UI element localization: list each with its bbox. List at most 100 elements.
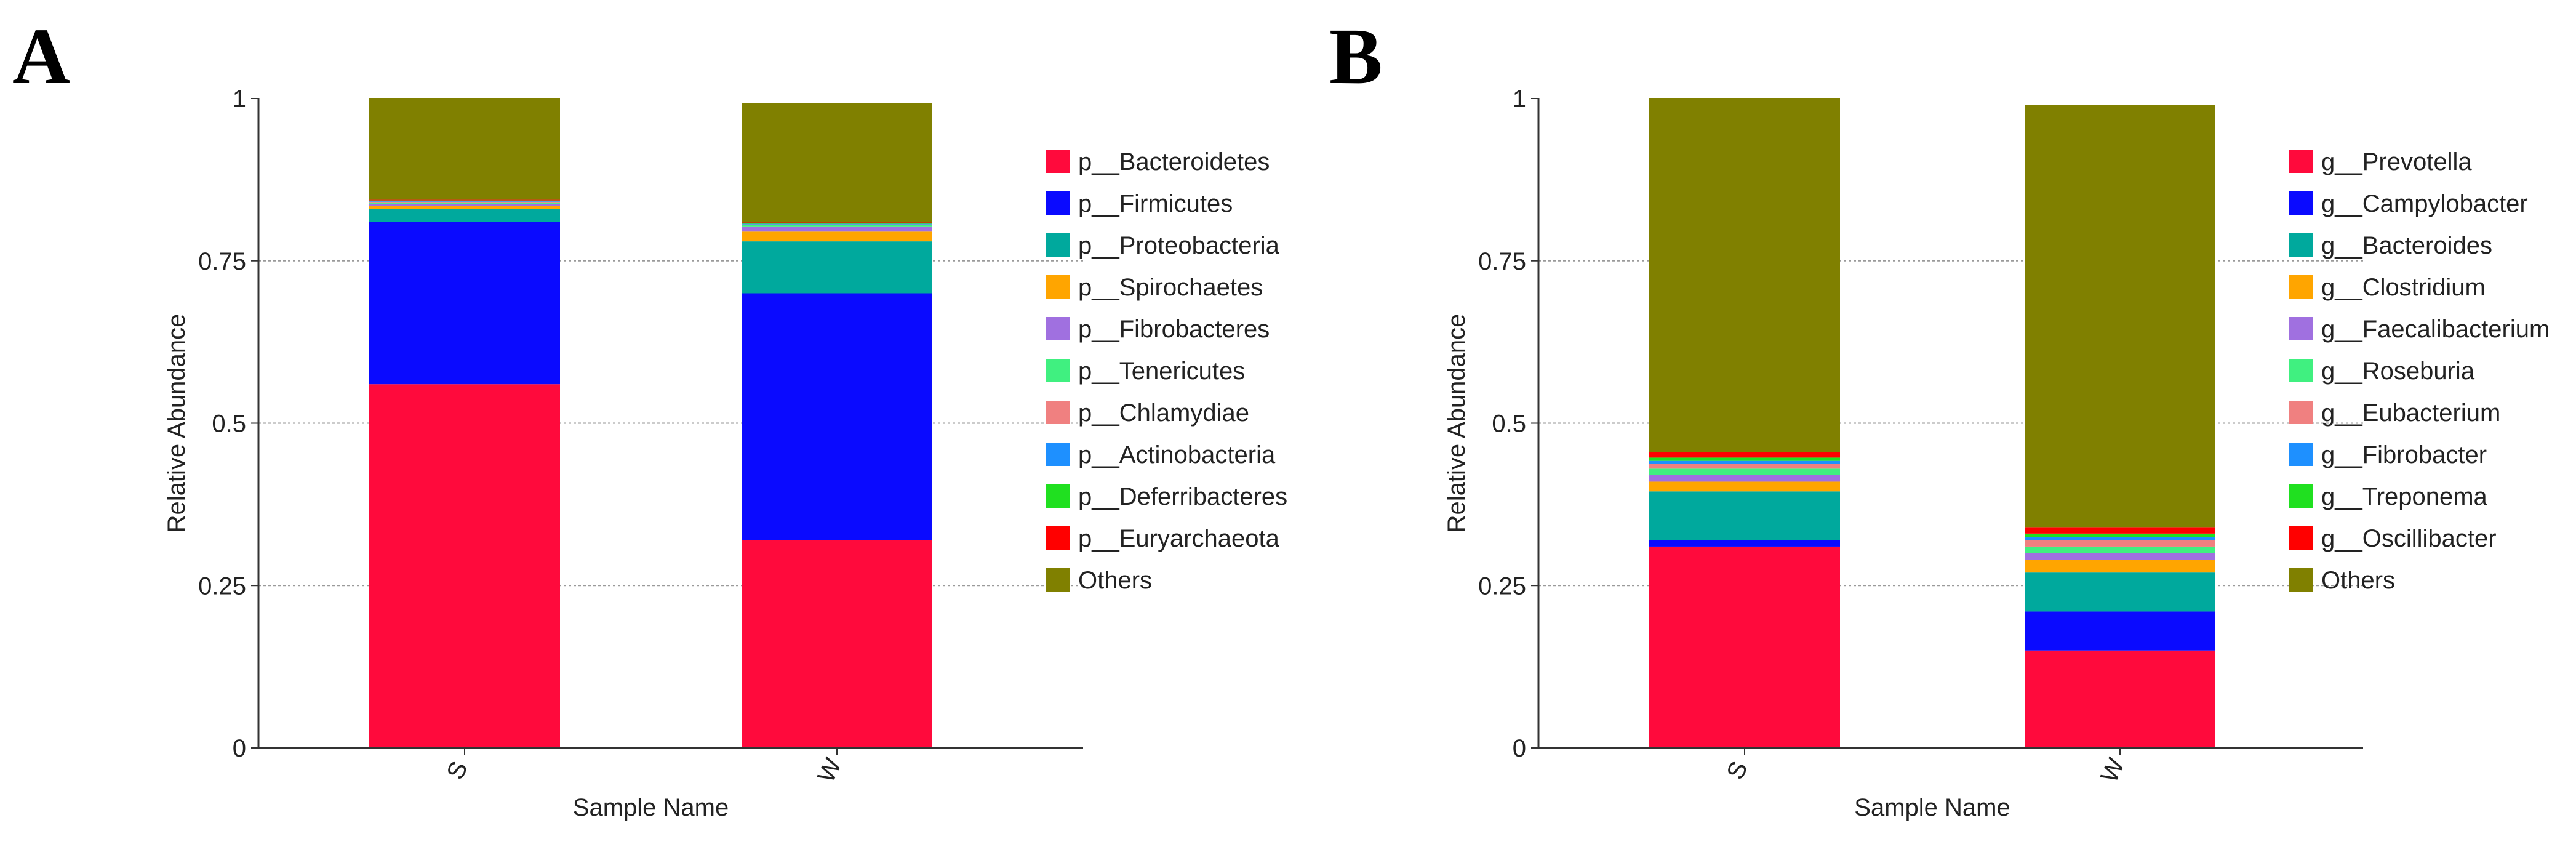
legend-label: g__Oscillibacter [2321, 525, 2497, 552]
legend-swatch [2289, 526, 2313, 550]
bar-segment [2025, 105, 2215, 528]
legend-label: p__Actinobacteria [1078, 441, 1276, 468]
bar-segment [742, 540, 932, 748]
legend-label: Others [2321, 567, 2395, 594]
bar-segment [369, 202, 560, 204]
bar-segment [1649, 460, 1840, 464]
y-tick-labels: 0 0.25 0.5 0.75 1 [1478, 86, 1526, 762]
legend-label: g__Faecalibacterium [2321, 316, 2550, 343]
axes [1531, 98, 2363, 755]
y-tick-label: 0.5 [1492, 411, 1526, 438]
legend-label: p__Bacteroidetes [1078, 148, 1270, 175]
y-tick-label: 1 [1513, 86, 1526, 113]
legend-swatch [2289, 275, 2313, 299]
legend-label: p__Spirochaetes [1078, 274, 1263, 301]
y-axis-label: Relative Abundance [163, 314, 190, 533]
bar-segment [2025, 572, 2215, 612]
bar-segment [1649, 452, 1840, 458]
y-axis-label: Relative Abundance [1443, 314, 1470, 533]
bar-segment [1649, 481, 1840, 492]
bar-segment [2025, 560, 2215, 573]
legend: g__Prevotella g__Campylobacter g__Bacteroi… [2289, 148, 2550, 594]
y-tick-label: 0.75 [198, 248, 246, 275]
y-tick-label: 1 [233, 86, 246, 113]
legend-swatch [2289, 443, 2313, 466]
bar-segment [742, 223, 932, 225]
bar-segment [2025, 650, 2215, 748]
legend-label: p__Chlamydiae [1078, 399, 1249, 427]
y-tick-label: 0.75 [1478, 248, 1526, 275]
bar-segment [1649, 457, 1840, 461]
legend-swatch [1046, 401, 1070, 424]
bar-segment [369, 199, 560, 201]
legend-label: p__Firmicutes [1078, 190, 1233, 217]
legend-swatch [2289, 568, 2313, 592]
bar-segment [369, 222, 560, 385]
bar-segment [2025, 537, 2215, 540]
panel-label: A [12, 12, 70, 101]
legend: p__Bacteroidetes p__Firmicutes p__Proteoba… [1046, 148, 1287, 594]
legend-label: p__Euryarchaeota [1078, 525, 1280, 552]
bar-segment [1649, 546, 1840, 748]
bar-segment [1649, 468, 1840, 475]
legend-swatch [2289, 150, 2313, 173]
legend-label: g__Eubacterium [2321, 399, 2500, 427]
legend-swatch [2289, 401, 2313, 424]
legend-swatch [2289, 484, 2313, 508]
legend-swatch [1046, 275, 1070, 299]
bar-segment [742, 241, 932, 294]
panel-label: B [1329, 12, 1383, 101]
y-tick-label: 0 [233, 735, 246, 762]
bars [369, 98, 932, 748]
bar-segment [369, 206, 560, 209]
legend-label: p__Proteobacteria [1078, 232, 1280, 259]
bar-segment [1649, 464, 1840, 469]
bar-segment [1649, 540, 1840, 547]
legend-swatch [1046, 443, 1070, 466]
bar-segment [2025, 553, 2215, 560]
bar-segment [369, 201, 560, 203]
legend-swatch [2289, 191, 2313, 215]
legend-swatch [1046, 568, 1070, 592]
bar-segment [369, 384, 560, 748]
legend-swatch [1046, 359, 1070, 382]
x-axis-label: Sample Name [1854, 794, 2010, 821]
bar-segment [742, 293, 932, 540]
legend-label: g__Bacteroides [2321, 232, 2492, 259]
legend-swatch [1046, 150, 1070, 173]
bars [1649, 98, 2215, 748]
legend-swatch [2289, 233, 2313, 257]
bar-segment [369, 201, 560, 202]
legend-label: Others [1078, 567, 1152, 594]
bar-segment [742, 226, 932, 232]
bar-segment [2025, 611, 2215, 651]
legend-swatch [2289, 359, 2313, 382]
bar-segment [1649, 475, 1840, 482]
legend-label: p__Deferribacteres [1078, 483, 1287, 510]
y-tick-label: 0.25 [198, 572, 246, 600]
y-tick-label: 0.25 [1478, 572, 1526, 600]
legend-label: g__Clostridium [2321, 274, 2486, 301]
legend-swatch [1046, 526, 1070, 550]
legend-swatch [1046, 233, 1070, 257]
y-tick-label: 0.5 [212, 411, 246, 438]
bar-segment [742, 223, 932, 224]
bar-segment [742, 231, 932, 242]
bar-segment [1649, 98, 1840, 452]
bar-segment [742, 225, 932, 227]
y-tick-label: 0 [1513, 735, 1526, 762]
bar-segment [1649, 491, 1840, 540]
legend-label: g__Fibrobacter [2321, 441, 2487, 468]
bar-segment [2025, 540, 2215, 547]
bar-segment [742, 103, 932, 223]
bar-segment [2025, 527, 2215, 534]
bar-segment [369, 203, 560, 206]
bar-segment [2025, 533, 2215, 537]
legend-swatch [2289, 317, 2313, 340]
axes [251, 98, 1083, 755]
legend-label: g__Roseburia [2321, 358, 2475, 385]
